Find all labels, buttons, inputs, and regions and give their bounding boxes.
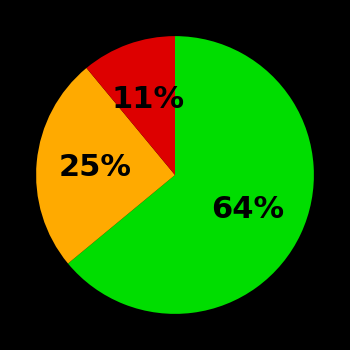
Wedge shape [36, 68, 175, 264]
Text: 25%: 25% [58, 153, 131, 182]
Text: 64%: 64% [211, 195, 285, 224]
Wedge shape [68, 36, 314, 314]
Wedge shape [86, 36, 175, 175]
Text: 11%: 11% [111, 85, 184, 114]
